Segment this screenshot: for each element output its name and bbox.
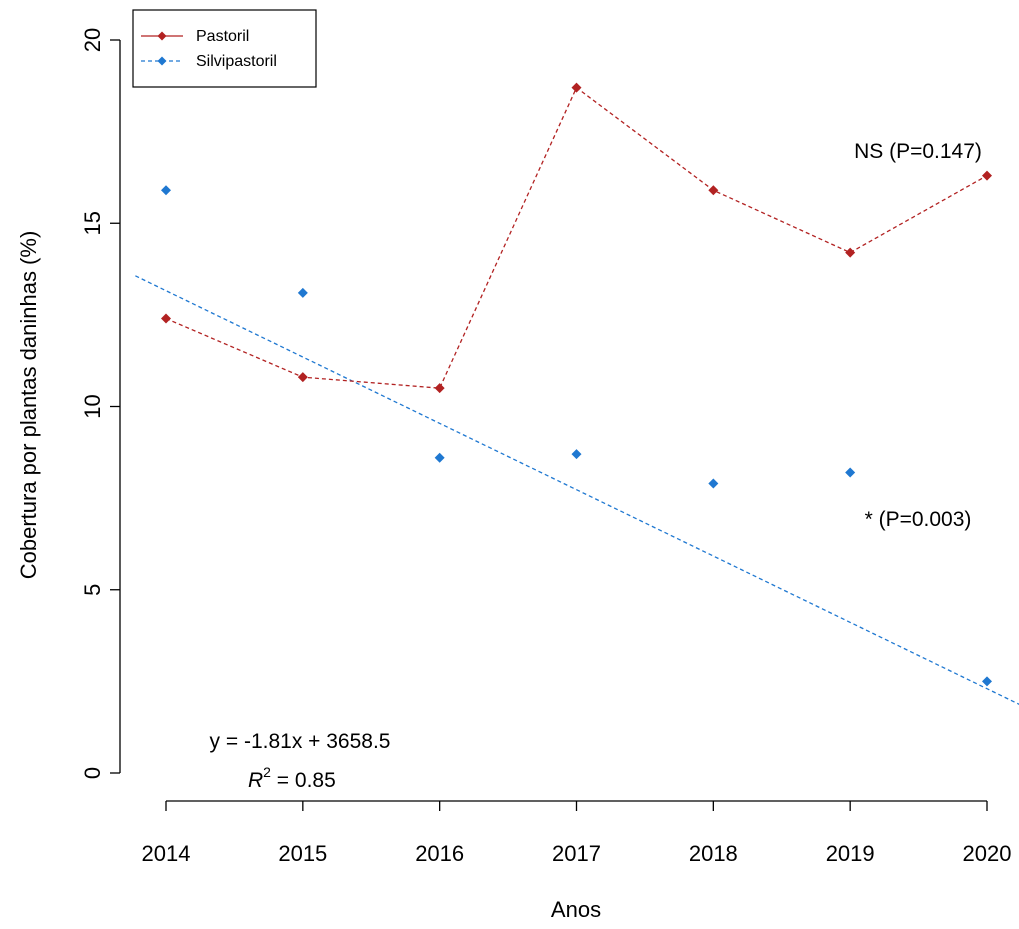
r-squared-symbol: R <box>248 769 263 792</box>
pastoril-line <box>165 86 988 389</box>
y-axis: 0 5 10 15 20 <box>80 28 121 779</box>
y-tick-label: 0 <box>80 767 105 779</box>
silvipastoril-point <box>982 676 992 687</box>
x-tick-label: 2019 <box>826 841 875 866</box>
x-tick-label: 2020 <box>963 841 1012 866</box>
x-tick-label: 2017 <box>552 841 601 866</box>
pastoril-point <box>161 313 171 324</box>
x-tick-label: 2018 <box>689 841 738 866</box>
legend-box <box>132 9 317 88</box>
r-squared-label: R2 = 0.85 <box>248 764 336 792</box>
pastoril-significance-label: NS (P=0.147) <box>854 140 982 163</box>
silvipastoril-regression-line <box>133 273 1019 705</box>
legend-marker-silvipastoril <box>157 56 167 66</box>
x-tick-label: 2014 <box>142 841 191 866</box>
silvipastoril-point <box>845 467 856 478</box>
y-axis-title: Cobertura por plantas daninhas (%) <box>16 231 41 580</box>
y-tick-label: 15 <box>80 211 105 235</box>
pastoril-series <box>161 82 992 394</box>
x-tick-label: 2016 <box>415 841 464 866</box>
y-tick-label: 5 <box>80 584 105 596</box>
legend-label-pastoril: Pastoril <box>196 28 249 45</box>
regression-line-layer <box>133 273 1019 705</box>
r-squared-value: = 0.85 <box>271 769 336 792</box>
silvipastoril-point <box>161 185 171 196</box>
silvipastoril-point <box>571 449 582 460</box>
silvipastoril-series <box>161 185 992 687</box>
pastoril-point <box>845 247 856 258</box>
legend-label-silvipastoril: Silvipastoril <box>196 53 277 70</box>
legend: Pastoril Silvipastoril <box>132 9 317 88</box>
legend-key-pastoril <box>141 31 183 41</box>
silvipastoril-point <box>708 478 719 489</box>
x-axis: 2014 2015 2016 2017 2018 2019 2020 <box>142 800 1012 866</box>
pastoril-point <box>571 82 582 93</box>
y-tick-label: 10 <box>80 394 105 418</box>
pastoril-point <box>708 185 719 196</box>
r-squared-exponent: 2 <box>263 764 271 780</box>
silvipastoril-point <box>434 452 445 463</box>
y-tick-label: 20 <box>80 28 105 52</box>
silvipastoril-significance-label: * (P=0.003) <box>865 508 972 531</box>
regression-equation: y = -1.81x + 3658.5 <box>210 730 391 753</box>
pastoril-point <box>982 170 992 181</box>
pastoril-point <box>297 372 308 383</box>
silvipastoril-point <box>297 287 308 298</box>
legend-marker-pastoril <box>157 31 167 41</box>
legend-key-silvipastoril <box>141 56 183 66</box>
x-axis-title: Anos <box>551 897 601 922</box>
pastoril-point <box>434 383 445 394</box>
x-tick-label: 2015 <box>278 841 327 866</box>
